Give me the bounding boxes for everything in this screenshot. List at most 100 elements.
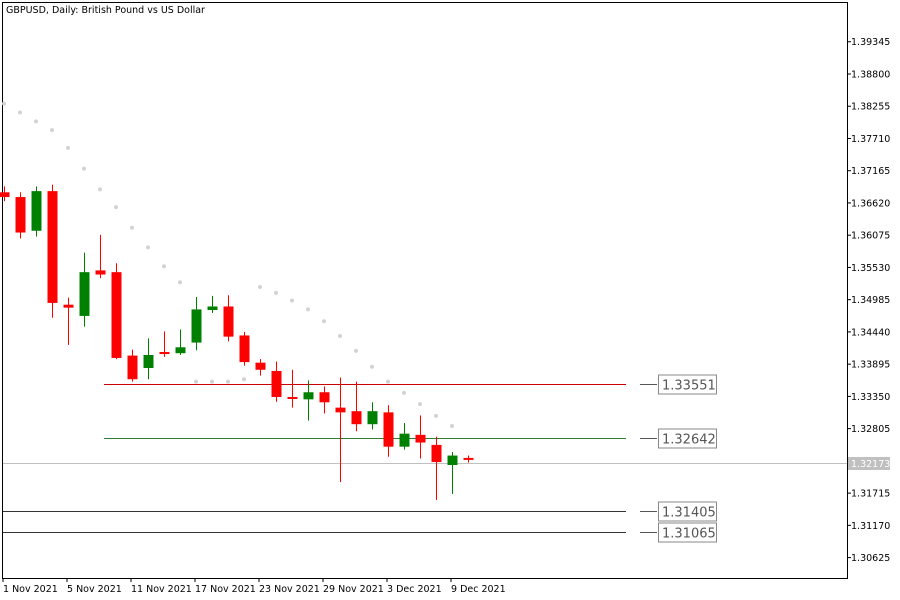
y-tick-label: 1.38800 [851,69,890,80]
level-label-box [658,428,717,449]
bear-candle-body [319,392,330,403]
bear-candle-body [223,306,234,337]
bear-candle-body [159,352,170,355]
level-labels: 1.33551 1.32642 1.31405 1.31065 [640,374,717,543]
bull-candle-body [191,309,202,343]
y-tick-label: 1.31715 [851,489,890,500]
bear-candle-body [271,370,282,397]
bear-candle-body [255,362,266,370]
psar-dot [82,166,86,171]
y-tick-label: 1.35530 [851,263,890,274]
bear-candle-body [0,192,10,198]
bear-candle-body [415,434,426,443]
plot-area-border [2,2,848,579]
bear-candle-body [95,270,106,275]
bull-candle-body [143,354,154,368]
bear-candle-body [63,304,74,308]
psar-dot [450,423,454,428]
psar-dot [418,402,422,407]
bull-candle-body [367,411,378,425]
price-axis: 1.39345 1.38800 1.38255 1.37710 1.37165 1.366… [847,37,890,564]
level-label-box [658,522,717,543]
y-tick-label: 1.36620 [851,198,890,209]
level-label-text: 1.33551 [662,379,716,394]
bear-candle-body [47,191,58,303]
y-tick-label: 1.38255 [851,102,890,113]
y-tick-label: 1.30625 [851,553,890,564]
psar-dot [290,298,294,303]
psar-dot [130,225,134,230]
chart-title: GBPUSD, Daily: British Pound vs US Dolla… [6,5,205,16]
y-tick-label: 1.31170 [851,521,890,532]
psar-dot [322,319,326,324]
psar-dot [114,205,118,210]
bear-candle-body [15,197,26,233]
bull-candle-body [79,272,90,316]
x-tick-label: 11 Nov 2021 [131,584,192,595]
y-tick-label: 1.39345 [851,37,890,48]
y-tick-label: 1.37165 [851,166,890,177]
bull-candle-body [447,455,458,466]
psar-dot [2,101,6,106]
psar-dot [370,364,374,369]
bear-candle-body [127,355,138,380]
psar-dot [18,110,22,115]
psar-dot [274,290,278,295]
bear-candle-body [239,335,250,363]
bear-candle-body [335,407,346,413]
psar-dot [34,119,38,124]
y-tick-label: 1.34985 [851,295,890,306]
time-axis: 1 Nov 2021 5 Nov 2021 11 Nov 2021 17 Nov 20… [2,578,506,595]
x-tick-label: 1 Nov 2021 [3,584,58,595]
bear-candle-body [383,412,394,447]
level-label-text: 1.31405 [662,506,716,521]
level-label-box [658,374,717,395]
psar-dot [66,145,70,150]
psar-dot [386,379,390,384]
psar-dot [210,379,214,384]
psar-dot [354,348,358,353]
bear-candle-body [463,457,474,460]
psar-dot [50,128,54,133]
bear-candle-body [351,411,362,425]
x-tick-label: 9 Dec 2021 [451,584,506,595]
psar-dot [242,377,246,382]
x-tick-label: 23 Nov 2021 [259,584,320,595]
x-tick-label: 17 Nov 2021 [195,584,256,595]
x-tick-label: 29 Nov 2021 [323,584,384,595]
level-label-text: 1.31065 [662,527,716,542]
psar-dot [402,390,406,395]
bull-candle-body [175,347,186,354]
psar-dot [258,284,262,289]
level-label-text: 1.32642 [662,433,716,448]
bull-candle-body [31,191,42,231]
psar-dot [306,307,310,312]
x-tick-label: 3 Dec 2021 [387,584,442,595]
y-tick-label: 1.33350 [851,392,890,403]
y-tick-label: 1.37710 [851,134,890,145]
bull-candle-body [303,392,314,400]
psar-dot [338,334,342,339]
current-price-label: 1.32173 [851,459,890,470]
psar-dot [146,245,150,250]
bull-candle-body [399,433,410,447]
bear-candle-body [431,444,442,463]
x-tick-label: 5 Nov 2021 [67,584,122,595]
y-tick-label: 1.33895 [851,360,890,371]
y-tick-label: 1.32805 [851,424,890,435]
bull-candle-body [207,306,218,311]
psar-dot [194,379,198,384]
psar-dot [178,280,182,285]
psar-dot [98,187,102,192]
current-price-tag [848,457,890,470]
candles [0,184,474,500]
y-tick-label: 1.34440 [851,327,890,338]
level-label-box [658,501,717,522]
y-tick-label: 1.36075 [851,231,890,242]
psar-dot [162,264,166,269]
bear-candle-body [111,272,122,358]
parabolic-sar-dots [2,101,454,428]
psar-dot [434,413,438,418]
